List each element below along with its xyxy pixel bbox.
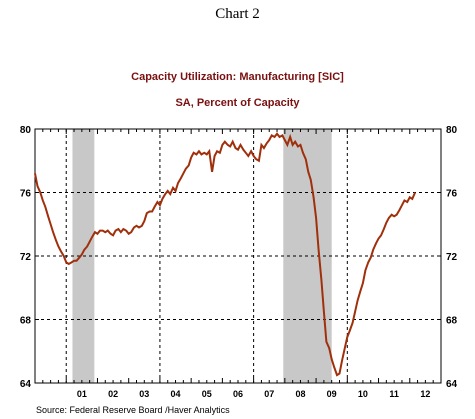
xtick-label-08: 08: [295, 389, 305, 399]
chart-subtitle: SA, Percent of Capacity: [175, 97, 300, 109]
ytick-label-left-76: 76: [20, 189, 32, 200]
source-note: Source: Federal Reserve Board /Haver Ana…: [36, 405, 230, 415]
chart-heading: Chart 2: [215, 6, 260, 22]
xtick-label-01: 01: [77, 389, 87, 399]
axis-labels: 64 64 68 68 72 72 76 76 80 80 01 02 03 04 05 06 07 08 09 10…: [20, 125, 458, 399]
xtick-label-02: 02: [108, 389, 118, 399]
xtick-label-07: 07: [264, 389, 274, 399]
ytick-label-right-76: 76: [446, 189, 458, 200]
ytick-label-right-64: 64: [446, 379, 458, 390]
xtick-label-04: 04: [171, 389, 181, 399]
series-line: [34, 132, 416, 377]
ytick-label-left-80: 80: [20, 125, 32, 136]
ytick-label-left-64: 64: [20, 379, 32, 390]
xtick-label-10: 10: [358, 389, 368, 399]
axis-ticks: [34, 128, 442, 384]
ytick-label-left-72: 72: [20, 252, 32, 263]
ytick-label-right-72: 72: [446, 252, 458, 263]
xtick-label-12: 12: [420, 389, 430, 399]
ytick-label-left-68: 68: [20, 316, 32, 327]
xtick-label-06: 06: [233, 389, 243, 399]
xtick-label-03: 03: [139, 389, 149, 399]
chart-title: Capacity Utilization: Manufacturing [SIC…: [131, 71, 344, 83]
recession-bands: [72, 129, 332, 383]
xtick-label-09: 09: [327, 389, 337, 399]
xtick-label-05: 05: [202, 389, 212, 399]
grid-lines: [35, 129, 441, 383]
ytick-label-right-68: 68: [446, 316, 458, 327]
xtick-label-11: 11: [389, 389, 399, 399]
ytick-label-right-80: 80: [446, 125, 458, 136]
